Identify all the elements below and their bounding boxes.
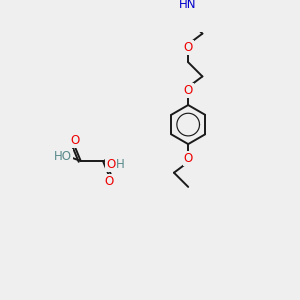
- Text: HO: HO: [54, 150, 72, 163]
- Text: H: H: [116, 158, 125, 171]
- Text: O: O: [184, 152, 193, 165]
- Text: O: O: [184, 84, 193, 97]
- Text: HN: HN: [178, 0, 196, 11]
- Text: O: O: [106, 158, 116, 171]
- Text: O: O: [104, 175, 114, 188]
- Text: O: O: [70, 134, 79, 147]
- Text: O: O: [184, 41, 193, 54]
